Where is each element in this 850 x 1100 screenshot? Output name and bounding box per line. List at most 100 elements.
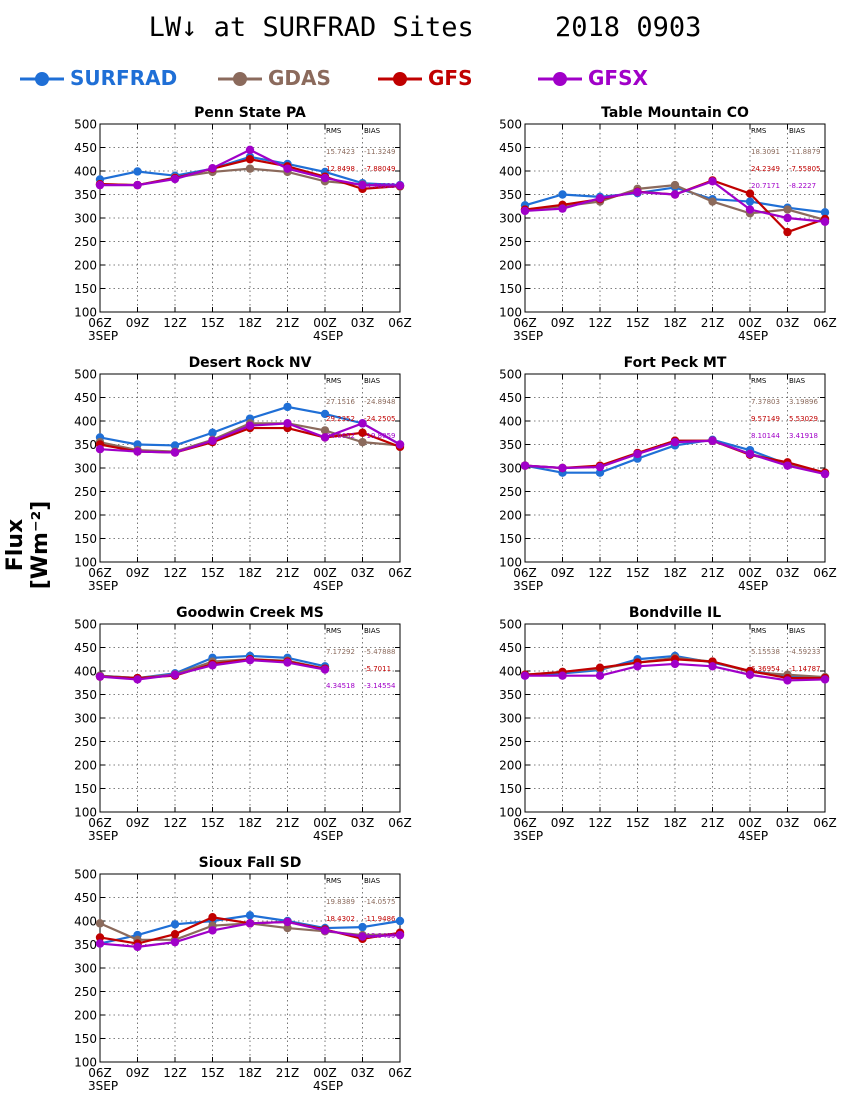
y-tick-label: 350 <box>74 688 97 702</box>
stats-value: 5.53029 <box>789 415 818 423</box>
y-tick-label: 100 <box>74 306 97 320</box>
y-tick-label: 150 <box>74 532 97 546</box>
x-tick-label: 12Z <box>163 566 187 580</box>
data-point <box>283 917 292 927</box>
data-point <box>395 440 405 449</box>
y-tick-label: 250 <box>74 985 97 999</box>
data-point <box>395 916 405 926</box>
stats-value: -3.14554 <box>364 682 396 690</box>
data-point <box>320 426 330 435</box>
data-point <box>320 433 330 442</box>
stats-value: 18.4302 <box>326 915 355 923</box>
y-tick-label: 200 <box>74 759 97 773</box>
data-point <box>283 402 292 412</box>
y-tick-label: 450 <box>74 141 97 155</box>
data-point <box>245 155 255 164</box>
chart-title: Sioux Fall SD <box>199 855 302 871</box>
data-point <box>245 145 255 155</box>
data-point <box>95 939 105 948</box>
data-point <box>133 447 142 456</box>
legend-label-gdas: GDAS <box>268 66 331 90</box>
x-tick-label: 03Z <box>776 566 800 580</box>
chart-title: Penn State PA <box>194 105 306 121</box>
stats-value: 12.8498 <box>326 165 355 173</box>
x-tick-label: 06Z <box>813 566 837 580</box>
y-tick-label: 150 <box>499 282 522 296</box>
x-tick-label: 06Z <box>388 1066 412 1080</box>
data-point <box>208 428 217 437</box>
page-title: LW↓ at SURFRAD Sites 2018 0903 <box>148 12 702 43</box>
x-tick-label: 09Z <box>126 566 150 580</box>
data-point <box>708 197 717 206</box>
legend-label-gfs: GFS <box>428 66 473 90</box>
data-point <box>208 913 217 922</box>
stats-value: 4.34518 <box>326 682 355 690</box>
x-tick-label: 18Z <box>238 1066 262 1080</box>
x-tick-label: 00Z <box>738 566 762 580</box>
y-tick-label: 100 <box>74 1056 97 1070</box>
x-tick-label: 06Z <box>88 816 112 830</box>
data-point <box>558 671 567 680</box>
y-tick-label: 300 <box>74 962 97 976</box>
legend-marker-surfrad <box>20 72 64 86</box>
y-tick-label: 150 <box>499 532 522 546</box>
data-point <box>708 177 717 186</box>
stats-header: BIAS <box>364 627 381 635</box>
stats-header: BIAS <box>789 377 806 385</box>
data-point <box>358 180 367 190</box>
stats-header: BIAS <box>364 377 381 385</box>
y-tick-label: 200 <box>74 509 97 523</box>
legend: SURFRAD GDAS GFS GFSX <box>18 64 838 96</box>
chart-panel: Penn State PA 100 150 200 250 300 350 400 450 500… <box>74 105 412 343</box>
x-tick-label: 18Z <box>663 566 687 580</box>
stats-value: 24.2349 <box>751 165 780 173</box>
data-point <box>133 180 142 190</box>
x-date-label: 4SEP <box>313 829 343 843</box>
chart-panel: Fort Peck MT 100 150 200 250 300 350 400 450 500 0… <box>499 355 837 593</box>
stats-header: BIAS <box>789 127 806 135</box>
data-point <box>95 445 105 454</box>
x-tick-label: 12Z <box>163 316 187 330</box>
y-tick-label: 500 <box>74 118 97 132</box>
data-point <box>595 671 605 680</box>
y-tick-label: 100 <box>499 306 522 320</box>
data-point <box>820 675 830 684</box>
stats-value: -5.7011 <box>364 665 391 673</box>
stats-value: 7.37803 <box>751 398 780 406</box>
data-point <box>670 659 680 669</box>
x-tick-label: 12Z <box>163 816 187 830</box>
data-point <box>170 929 180 939</box>
x-tick-label: 15Z <box>201 1066 225 1080</box>
legend-marker-gdas <box>218 72 262 86</box>
y-tick-label: 200 <box>499 509 522 523</box>
data-point <box>633 187 642 197</box>
data-point <box>283 164 292 173</box>
x-tick-label: 18Z <box>238 316 262 330</box>
data-point <box>245 421 255 430</box>
stats-value: 5.15538 <box>751 648 780 656</box>
y-tick-label: 150 <box>74 282 97 296</box>
data-point <box>745 189 755 198</box>
data-point <box>633 662 642 671</box>
x-tick-label: 03Z <box>776 316 800 330</box>
data-point <box>558 190 567 199</box>
x-date-label: 4SEP <box>313 329 343 343</box>
y-tick-label: 500 <box>499 618 522 632</box>
x-tick-label: 06Z <box>513 566 537 580</box>
x-tick-label: 15Z <box>626 816 650 830</box>
y-tick-label: 300 <box>499 212 522 226</box>
chart-panel: Sioux Fall SD 100 150 200 250 300 350 400 450 500… <box>74 855 412 1093</box>
data-point <box>95 919 105 928</box>
stats-value: -8.2227 <box>789 182 816 190</box>
x-tick-label: 03Z <box>351 566 375 580</box>
x-tick-label: 09Z <box>126 316 150 330</box>
y-tick-label: 450 <box>499 141 522 155</box>
y-tick-label: 350 <box>499 188 522 202</box>
data-point <box>783 676 792 685</box>
x-tick-label: 15Z <box>201 566 225 580</box>
data-point <box>745 197 755 206</box>
data-point <box>358 437 367 447</box>
x-tick-label: 00Z <box>313 566 337 580</box>
stats-value: 7.17292 <box>326 648 355 656</box>
data-point <box>283 419 292 428</box>
